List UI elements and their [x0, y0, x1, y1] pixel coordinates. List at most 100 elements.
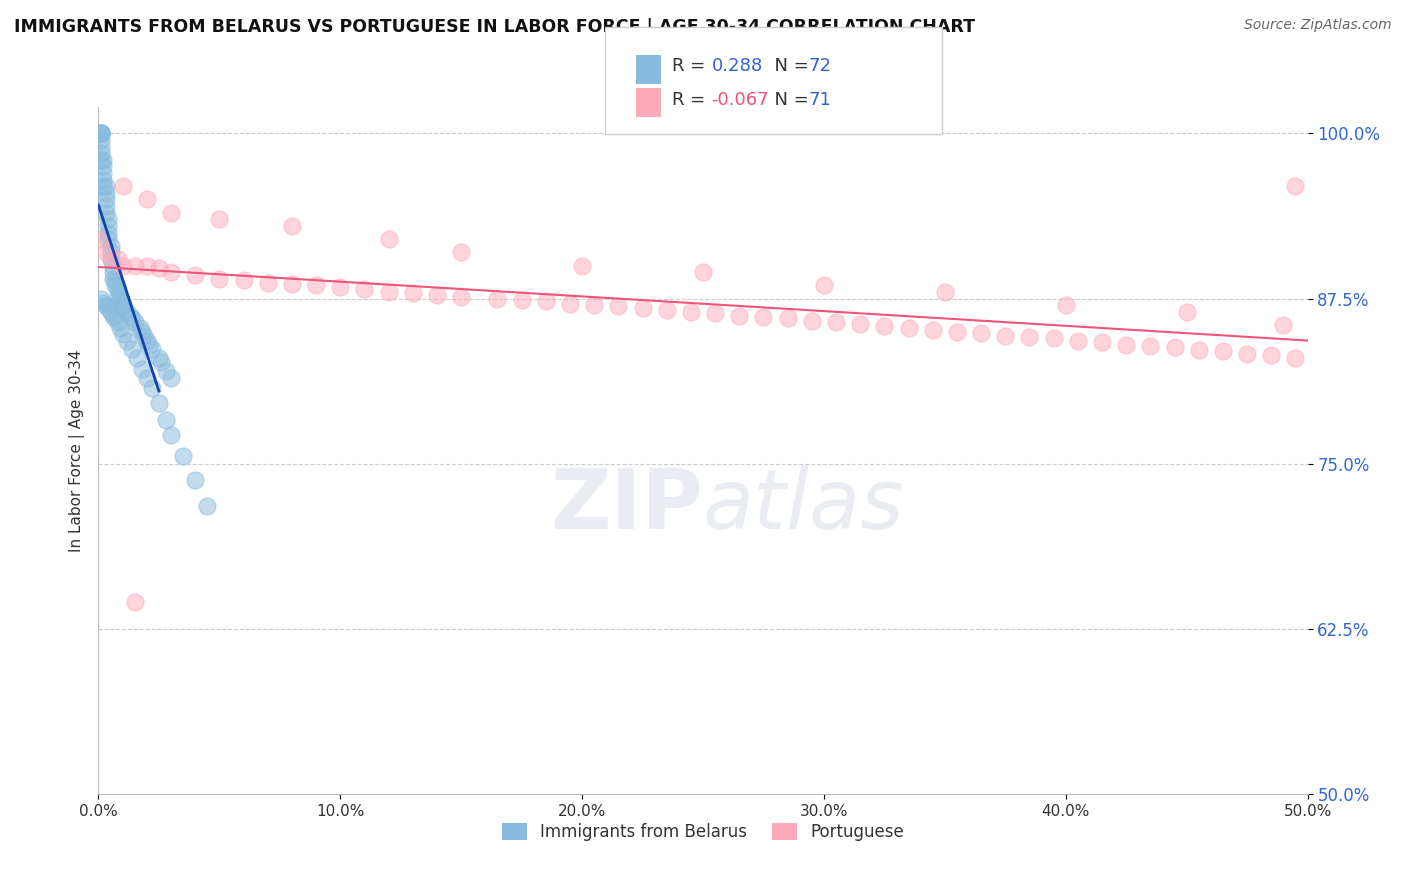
- Point: [1212, 344, 1234, 359]
- Point: [679, 305, 702, 319]
- Point: [752, 310, 775, 324]
- Text: 71: 71: [808, 91, 831, 109]
- Point: [90, 232, 112, 246]
- Point: [108, 290, 131, 304]
- Point: [135, 371, 157, 385]
- Point: [195, 499, 218, 513]
- Point: [111, 327, 134, 342]
- Point: [104, 274, 127, 288]
- Point: [1091, 335, 1114, 350]
- Point: [150, 355, 173, 369]
- Point: [946, 325, 969, 339]
- Point: [94, 245, 117, 260]
- Point: [160, 427, 183, 442]
- Text: IMMIGRANTS FROM BELARUS VS PORTUGUESE IN LABOR FORCE | AGE 30-34 CORRELATION CHA: IMMIGRANTS FROM BELARUS VS PORTUGUESE IN…: [14, 18, 974, 36]
- Point: [510, 293, 533, 307]
- Point: [94, 193, 117, 207]
- Point: [631, 301, 654, 315]
- Point: [118, 309, 141, 323]
- Text: R =: R =: [672, 57, 711, 75]
- Point: [101, 259, 124, 273]
- Point: [1042, 331, 1064, 345]
- Point: [849, 317, 872, 331]
- Point: [107, 282, 129, 296]
- Point: [232, 273, 254, 287]
- Point: [1163, 341, 1185, 355]
- Point: [104, 278, 127, 293]
- Point: [101, 271, 124, 285]
- Point: [607, 300, 630, 314]
- Text: Source: ZipAtlas.com: Source: ZipAtlas.com: [1244, 18, 1392, 32]
- Point: [148, 261, 170, 276]
- Point: [91, 295, 114, 310]
- Text: -0.067: -0.067: [711, 91, 769, 109]
- Point: [111, 259, 134, 273]
- Point: [107, 315, 129, 329]
- Point: [108, 320, 131, 334]
- Point: [135, 334, 157, 348]
- Point: [131, 325, 153, 339]
- Point: [184, 268, 207, 282]
- Point: [450, 245, 472, 260]
- Point: [94, 179, 117, 194]
- Point: [121, 311, 143, 326]
- Point: [873, 319, 896, 334]
- Point: [155, 413, 177, 427]
- Text: 72: 72: [808, 57, 831, 75]
- Point: [94, 199, 117, 213]
- Point: [160, 205, 183, 219]
- Text: 0.288: 0.288: [711, 57, 762, 75]
- Point: [800, 314, 823, 328]
- Point: [160, 265, 183, 279]
- Text: N =: N =: [763, 91, 815, 109]
- Point: [1115, 338, 1137, 352]
- Point: [124, 315, 146, 329]
- Point: [208, 271, 231, 285]
- Point: [97, 232, 120, 246]
- Point: [100, 252, 122, 266]
- Point: [111, 297, 134, 311]
- Point: [94, 186, 117, 200]
- Point: [1260, 348, 1282, 362]
- Point: [776, 311, 799, 326]
- Point: [141, 342, 163, 356]
- Point: [1272, 318, 1295, 332]
- Point: [108, 294, 131, 309]
- Point: [90, 127, 112, 141]
- Point: [100, 252, 122, 266]
- Point: [94, 298, 117, 312]
- Point: [1054, 298, 1077, 312]
- Point: [90, 146, 112, 161]
- Point: [131, 361, 153, 376]
- Point: [1067, 334, 1090, 348]
- Text: R =: R =: [672, 91, 711, 109]
- Point: [135, 193, 157, 207]
- Point: [91, 153, 114, 167]
- Point: [97, 226, 120, 240]
- Point: [256, 276, 278, 290]
- Point: [104, 311, 127, 326]
- Legend: Immigrants from Belarus, Portuguese: Immigrants from Belarus, Portuguese: [495, 816, 911, 847]
- Point: [583, 298, 606, 312]
- Point: [897, 320, 920, 334]
- Point: [127, 351, 149, 365]
- Point: [91, 172, 114, 186]
- Point: [90, 139, 112, 153]
- Point: [97, 219, 120, 233]
- Point: [111, 300, 134, 314]
- Text: ZIP: ZIP: [551, 465, 703, 546]
- Point: [128, 320, 150, 334]
- Point: [107, 252, 129, 266]
- Point: [94, 205, 117, 219]
- Point: [534, 294, 557, 309]
- Point: [281, 277, 304, 291]
- Point: [90, 292, 112, 306]
- Point: [329, 279, 352, 293]
- Point: [155, 364, 177, 378]
- Point: [558, 297, 581, 311]
- Point: [377, 285, 399, 299]
- Point: [208, 212, 231, 227]
- Point: [160, 371, 183, 385]
- Point: [1236, 347, 1258, 361]
- Point: [111, 179, 134, 194]
